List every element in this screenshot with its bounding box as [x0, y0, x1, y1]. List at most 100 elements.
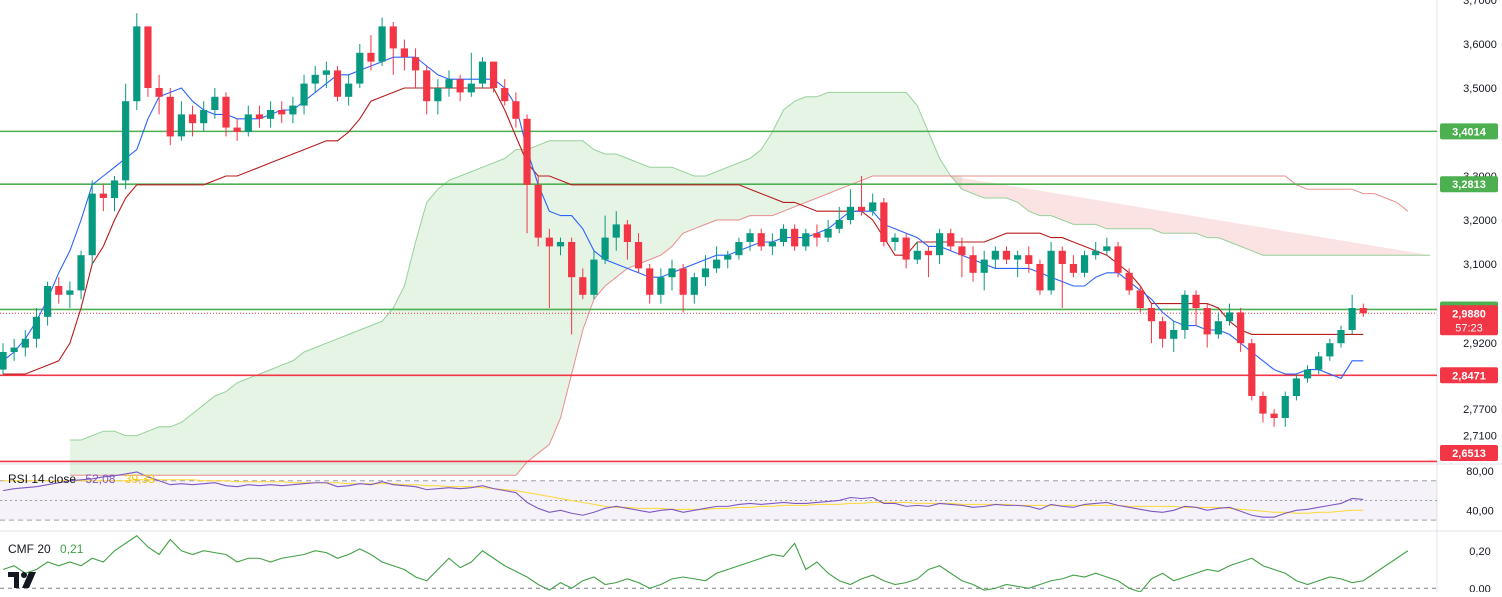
- candle-down: [1125, 272, 1133, 291]
- candle-up: [1047, 250, 1055, 291]
- candle-down: [55, 286, 63, 295]
- rsi-value: 52,08: [85, 472, 116, 486]
- candle-up: [345, 83, 353, 97]
- rsi-tick-label: 80,00: [1466, 466, 1494, 478]
- candle-up: [612, 224, 620, 238]
- candle-down: [969, 255, 977, 273]
- candle-up: [835, 220, 843, 229]
- candle-up: [891, 237, 899, 242]
- candle-down: [99, 193, 107, 198]
- candle-down: [523, 118, 531, 185]
- price-tick-label: 3,7000: [1463, 0, 1497, 7]
- candle-up: [200, 110, 208, 124]
- candle-up: [824, 228, 832, 238]
- price-tick-label: 2,7700: [1463, 404, 1497, 416]
- candle-down: [1069, 264, 1077, 273]
- candle-up: [846, 206, 854, 220]
- level-price-tag: 3,2813: [1452, 179, 1486, 191]
- candle-down: [166, 96, 174, 137]
- candle-down: [579, 277, 587, 295]
- rsi-title: RSI 14 close: [8, 472, 77, 486]
- candle-up: [779, 228, 788, 242]
- candle-down: [1002, 250, 1011, 260]
- rsi-pane: [0, 471, 1437, 521]
- candle-down: [400, 48, 408, 58]
- level-price-tag-bg: [1440, 445, 1498, 461]
- candle-up: [1326, 343, 1334, 357]
- cmf-line: [2, 535, 1409, 593]
- cmf-title: CMF 20: [8, 542, 51, 556]
- rsi-ma-line: [3, 479, 1364, 514]
- candle-down: [1203, 308, 1211, 335]
- tradingview-logo-icon[interactable]: [8, 570, 42, 595]
- candle-down: [333, 70, 342, 97]
- candle-up: [133, 26, 141, 102]
- candle-down: [1237, 312, 1245, 344]
- rsi-ma-value: 39,33: [124, 472, 155, 486]
- level-price-tag-bg: [1440, 367, 1498, 384]
- current-price-tag-bg: [1440, 305, 1498, 336]
- candle-down: [958, 246, 966, 256]
- candle-down: [1147, 308, 1156, 322]
- price-axis: 3,70003,60003,50003,40003,30003,20003,10…: [1440, 0, 1498, 595]
- candle-up: [991, 250, 999, 260]
- candle-down: [188, 114, 197, 124]
- level-price-tag-bg: [1440, 123, 1498, 140]
- candle-down: [222, 96, 230, 128]
- price-tick-label: 3,1000: [1463, 259, 1497, 271]
- price-countdown: 57:23: [1455, 322, 1483, 334]
- candle-down: [1248, 343, 1256, 396]
- candle-down: [857, 206, 866, 212]
- candle-up: [735, 242, 743, 256]
- candle-down: [947, 233, 955, 247]
- candle-up: [244, 114, 252, 132]
- candle-up: [110, 180, 119, 198]
- candle-up: [1315, 356, 1323, 370]
- candle-up: [869, 202, 877, 212]
- candle-down: [924, 250, 933, 256]
- candle-down: [1114, 246, 1122, 273]
- candle-down: [155, 88, 163, 97]
- candle-up: [32, 316, 41, 339]
- candle-up: [556, 242, 565, 247]
- candle-up: [1292, 378, 1300, 396]
- candle-up: [1337, 330, 1345, 344]
- level-price-tag: 3,4014: [1452, 126, 1487, 138]
- level-price-tag: 2,8471: [1452, 370, 1486, 382]
- candle-down: [646, 268, 654, 295]
- cmf-pane: [0, 535, 1437, 593]
- candle-up: [356, 52, 364, 84]
- rsi-band-fill: [0, 480, 1437, 521]
- candle-up: [668, 268, 676, 278]
- cloud-bearish: [950, 176, 1431, 256]
- candle-up: [1281, 396, 1289, 418]
- cmf-value: 0,21: [60, 542, 84, 556]
- candle-down: [411, 57, 420, 71]
- candle-up: [601, 237, 609, 260]
- candle-up: [177, 114, 185, 137]
- cmf-tick-label: 0,20: [1469, 546, 1490, 558]
- candle-down: [255, 114, 264, 119]
- candle-up: [1348, 308, 1356, 330]
- candle-up: [713, 259, 721, 269]
- candle-up: [1214, 321, 1222, 335]
- candle-down: [534, 184, 542, 238]
- rsi-line: [2, 471, 1364, 518]
- price-tick-label: 3,5000: [1463, 83, 1497, 95]
- candle-up: [434, 88, 442, 102]
- candle-up: [1103, 246, 1111, 251]
- candle-up: [467, 83, 475, 93]
- candle-down: [634, 242, 643, 269]
- candle-up: [300, 83, 308, 106]
- candle-up: [1303, 369, 1312, 379]
- candle-down: [1036, 264, 1044, 291]
- candle-down: [545, 237, 553, 247]
- candle-up: [657, 277, 665, 295]
- rsi-tick-label: 40,00: [1466, 505, 1494, 517]
- candle-down: [1136, 290, 1144, 308]
- candle-down: [568, 242, 576, 278]
- candle-down: [813, 233, 821, 238]
